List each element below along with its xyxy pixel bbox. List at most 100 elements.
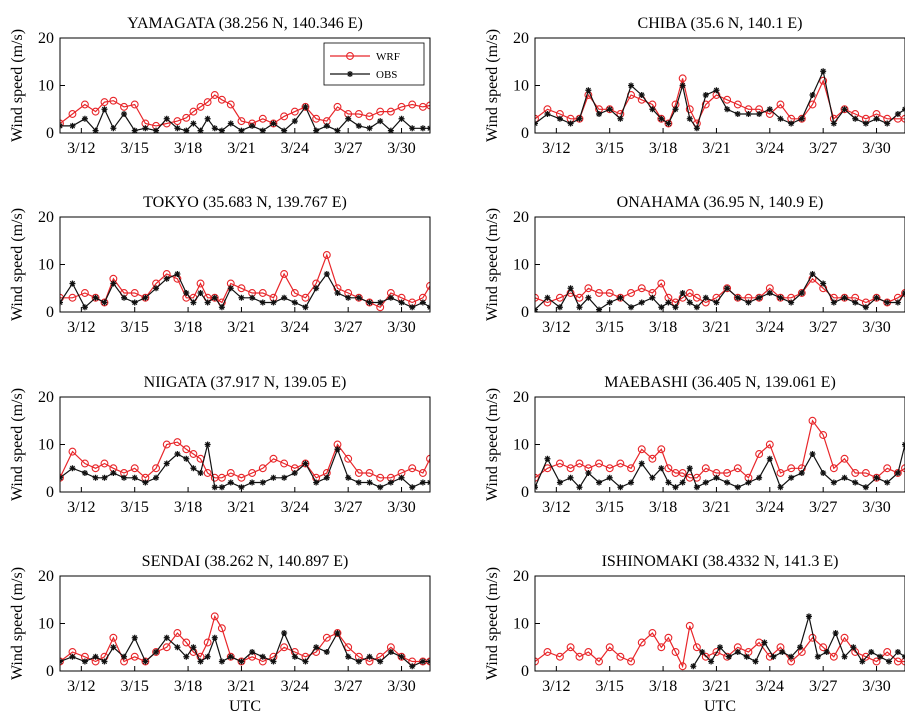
obs-point bbox=[110, 280, 117, 287]
obs-point bbox=[894, 299, 901, 306]
wrf-point bbox=[797, 114, 806, 123]
obs-point bbox=[197, 470, 204, 476]
wrf-point bbox=[543, 464, 552, 473]
obs-marker-stroke bbox=[270, 120, 277, 127]
obs-point bbox=[101, 299, 108, 306]
wrf-point bbox=[584, 284, 593, 293]
obs-point bbox=[809, 271, 816, 277]
obs-point bbox=[227, 285, 234, 292]
wrf-point bbox=[203, 98, 212, 107]
obs-point bbox=[345, 294, 352, 301]
wrf-series-line bbox=[60, 94, 430, 127]
obs-marker-stroke bbox=[302, 104, 309, 110]
obs-point bbox=[852, 479, 859, 486]
x-tick-label: 3/24 bbox=[281, 140, 309, 157]
obs-point bbox=[313, 479, 320, 486]
obs-point bbox=[617, 294, 624, 301]
obs-marker-stroke bbox=[219, 128, 225, 133]
axes-frame bbox=[59, 216, 431, 313]
wrf-point bbox=[91, 107, 100, 116]
obs-marker-stroke bbox=[831, 299, 837, 306]
obs-marker-stroke bbox=[617, 295, 623, 301]
obs-point bbox=[832, 630, 839, 636]
wrf-point bbox=[637, 284, 646, 293]
obs-marker-stroke bbox=[859, 658, 865, 665]
obs-point bbox=[377, 484, 384, 491]
obs-marker-stroke bbox=[398, 299, 405, 306]
obs-marker-stroke bbox=[110, 644, 116, 650]
obs-point bbox=[92, 127, 99, 133]
obs-marker-stroke bbox=[767, 290, 773, 296]
y-axis-label: Wind speed (m/s) bbox=[484, 567, 501, 680]
obs-point bbox=[121, 294, 128, 301]
obs-marker-stroke bbox=[699, 649, 705, 655]
obs-marker-stroke bbox=[377, 299, 383, 306]
obs-point bbox=[270, 474, 277, 481]
obs-marker-stroke bbox=[270, 299, 277, 306]
obs-marker-stroke bbox=[334, 128, 341, 133]
obs-marker-stroke bbox=[356, 479, 362, 486]
obs-marker-stroke bbox=[649, 106, 655, 112]
y-axis-label: Wind speed (m/s) bbox=[484, 388, 501, 501]
obs-marker-stroke bbox=[292, 654, 298, 660]
wrf-point bbox=[162, 440, 171, 449]
obs-point bbox=[761, 639, 768, 646]
wrf-point bbox=[829, 652, 838, 661]
obs-point bbox=[745, 299, 752, 306]
wrf-point bbox=[141, 293, 150, 302]
obs-marker-stroke bbox=[824, 649, 830, 655]
wrf-point bbox=[664, 119, 673, 128]
obs-point bbox=[323, 474, 330, 481]
obs-point bbox=[702, 479, 709, 486]
obs-marker-stroke bbox=[238, 484, 245, 490]
obs-point bbox=[218, 304, 225, 311]
chart-title: MAEBASHI (36.405 N, 139.061 E) bbox=[604, 374, 836, 391]
wrf-point bbox=[100, 459, 109, 468]
obs-point bbox=[658, 304, 665, 311]
obs-marker-stroke bbox=[110, 470, 116, 476]
obs-point bbox=[628, 82, 635, 89]
obs-marker-stroke bbox=[174, 271, 180, 277]
obs-marker-stroke bbox=[69, 280, 76, 287]
wrf-point bbox=[344, 643, 353, 652]
obs-point bbox=[419, 658, 426, 665]
obs-marker-stroke bbox=[313, 644, 319, 650]
obs-marker-stroke bbox=[324, 271, 330, 277]
wrf-point bbox=[210, 91, 219, 99]
x-tick-label: 3/24 bbox=[756, 678, 784, 695]
obs-marker-stroke bbox=[345, 475, 351, 481]
x-tick-label: 3/12 bbox=[542, 140, 570, 157]
obs-marker-stroke bbox=[735, 649, 741, 655]
x-tick-label: 3/24 bbox=[756, 499, 784, 516]
wrf-point bbox=[91, 464, 100, 473]
obs-point bbox=[409, 125, 416, 132]
wrf-point bbox=[173, 117, 182, 126]
x-tick-label: 3/27 bbox=[334, 319, 362, 336]
obs-point bbox=[686, 299, 693, 306]
obs-marker-stroke bbox=[388, 649, 394, 655]
obs-point bbox=[535, 120, 538, 127]
wrf-point bbox=[80, 289, 89, 297]
obs-point bbox=[734, 649, 741, 655]
chart-panel-6: MAEBASHI (36.405 N, 139.061 E) Wind speed… bbox=[484, 374, 905, 516]
wrf-point bbox=[182, 113, 191, 122]
obs-marker-stroke bbox=[535, 120, 538, 125]
obs-marker-stroke bbox=[153, 128, 159, 133]
x-tick-label: 3/12 bbox=[67, 140, 95, 157]
obs-marker-stroke bbox=[687, 465, 693, 471]
obs-marker-stroke bbox=[356, 123, 362, 129]
obs-point bbox=[218, 658, 225, 665]
obs-point bbox=[60, 658, 63, 665]
chart-title: SENDAI (38.262 N, 140.897 E) bbox=[142, 553, 349, 570]
wrf-point bbox=[182, 638, 191, 647]
y-tick-label: 0 bbox=[521, 663, 529, 680]
obs-marker-stroke bbox=[777, 116, 784, 122]
obs-marker-stroke bbox=[281, 128, 287, 133]
obs-point bbox=[777, 484, 784, 491]
obs-point bbox=[699, 649, 706, 655]
x-tick-label: 3/15 bbox=[120, 140, 148, 157]
wrf-point bbox=[627, 464, 636, 473]
obs-point bbox=[131, 474, 138, 481]
obs-marker-stroke bbox=[281, 295, 287, 301]
obs-marker-stroke bbox=[735, 111, 741, 117]
